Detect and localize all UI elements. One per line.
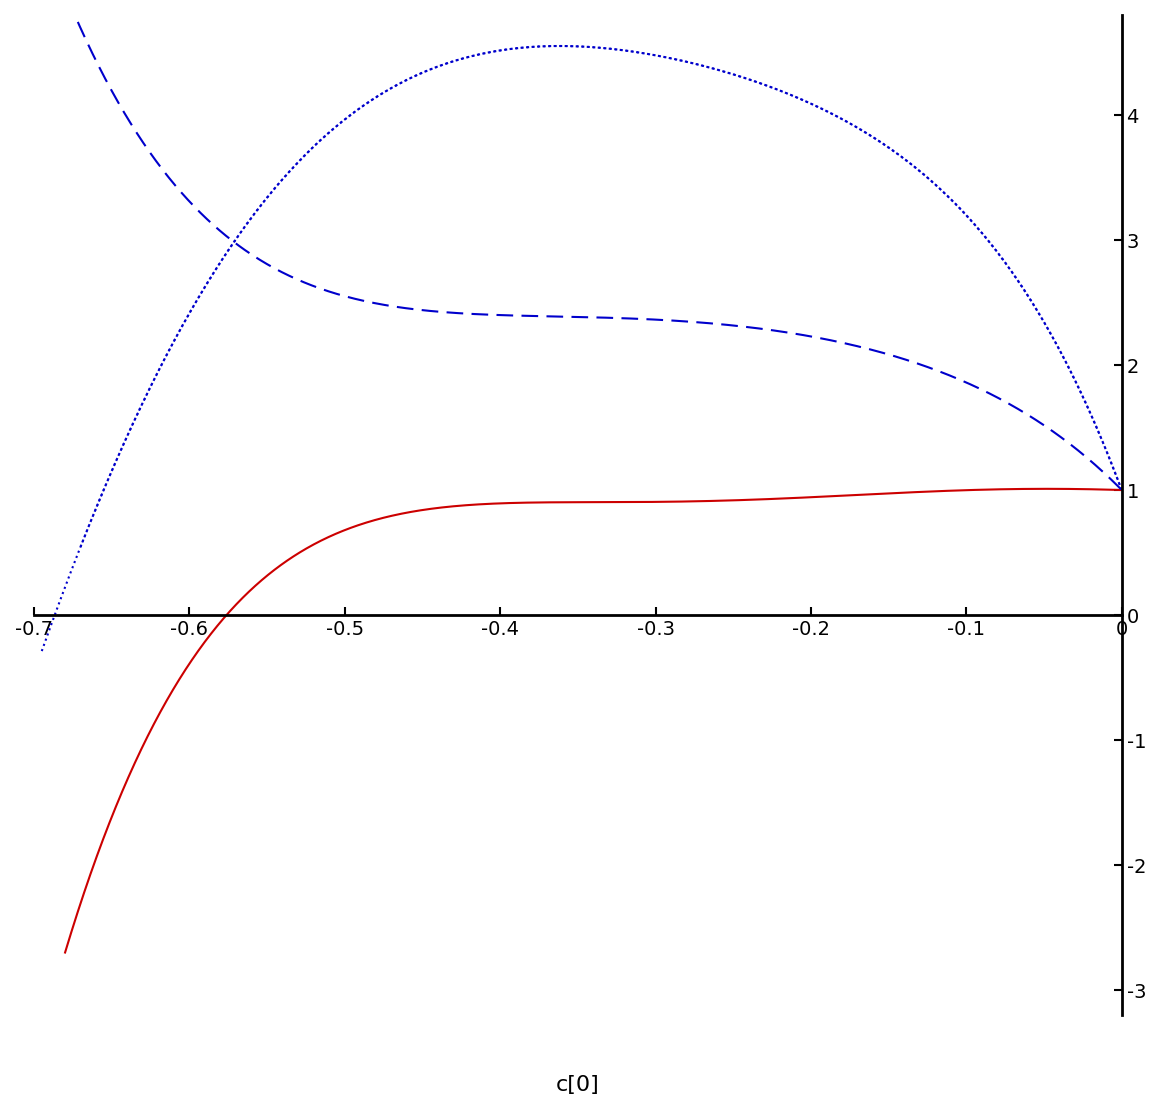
X-axis label: c[0]: c[0] bbox=[556, 1076, 600, 1095]
